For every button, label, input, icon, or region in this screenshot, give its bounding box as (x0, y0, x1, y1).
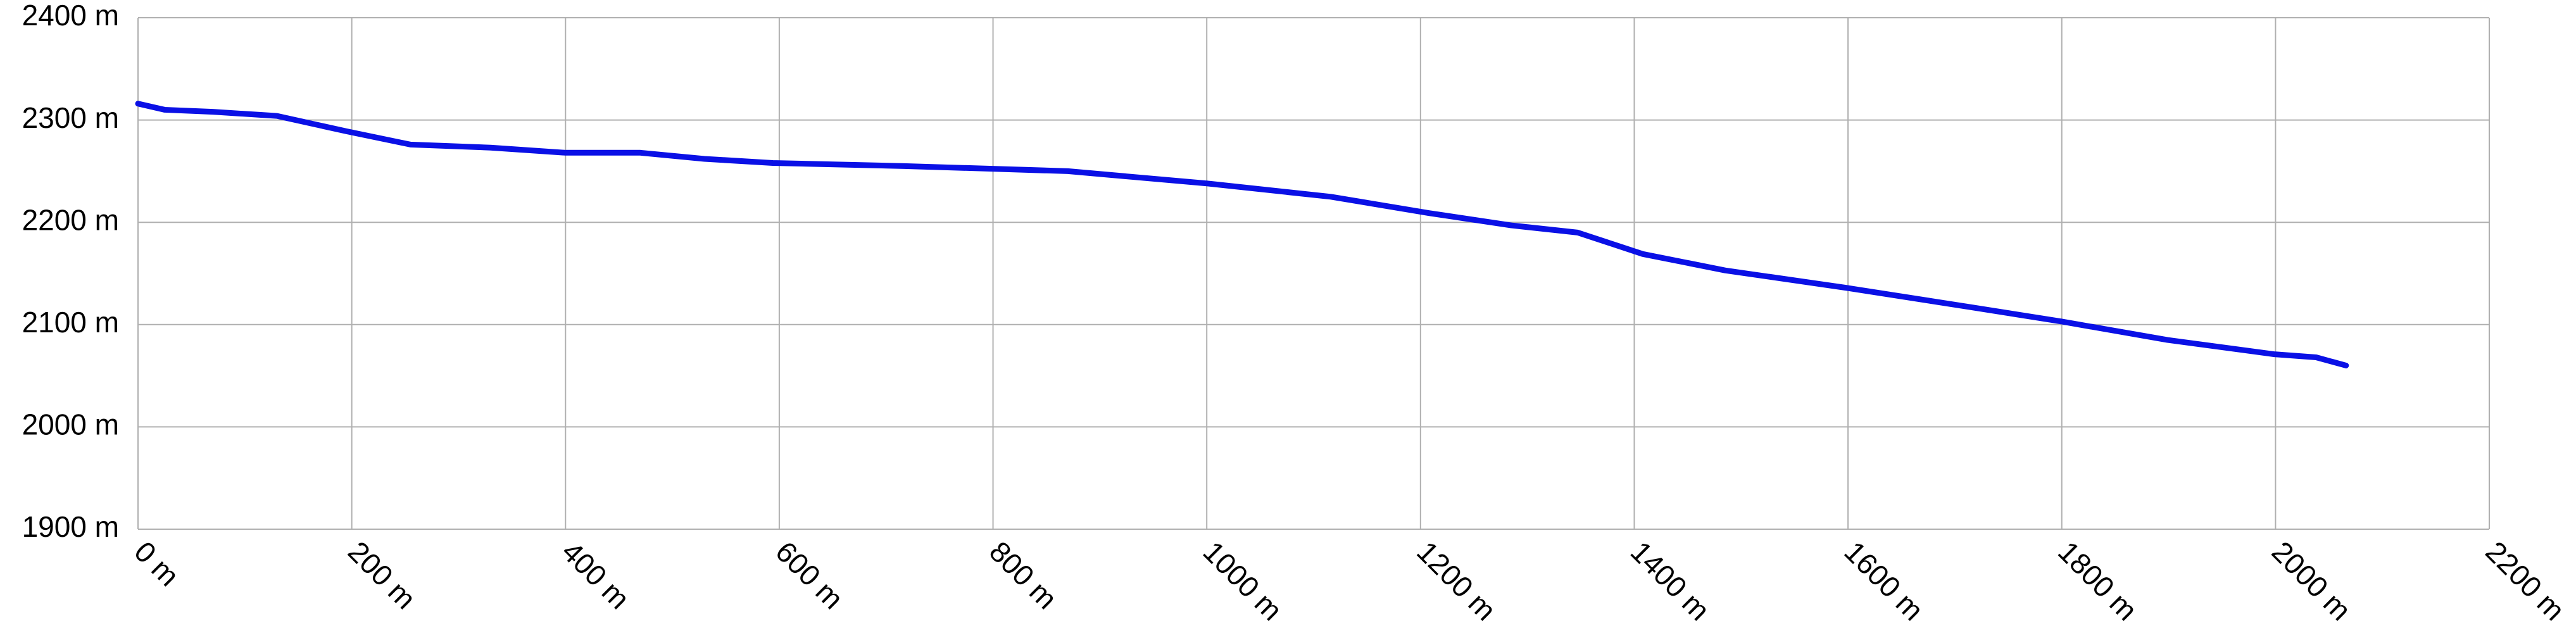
x-tick-label: 1400 m (1624, 535, 1716, 627)
x-tick-label: 1800 m (2052, 535, 2144, 627)
x-tick-label: 0 m (128, 535, 185, 592)
x-tick-label: 400 m (556, 535, 636, 615)
x-tick-label: 1600 m (1838, 535, 1930, 627)
x-tick-label: 2000 m (2266, 535, 2358, 627)
y-tick-label: 1900 m (22, 510, 119, 543)
y-tick-label: 2400 m (22, 0, 119, 32)
x-tick-label: 800 m (983, 535, 1064, 615)
y-tick-label: 2300 m (22, 101, 119, 134)
x-tick-label: 600 m (769, 535, 850, 615)
x-tick-label: 1000 m (1197, 535, 1289, 627)
y-tick-label: 2100 m (22, 306, 119, 339)
x-tick-label: 2200 m (2479, 535, 2571, 627)
y-tick-label: 2200 m (22, 203, 119, 236)
line-series (135, 101, 2349, 368)
x-tick-label: 1200 m (1411, 535, 1502, 627)
x-tick-label: 200 m (342, 535, 422, 615)
y-tick-label: 2000 m (22, 408, 119, 441)
